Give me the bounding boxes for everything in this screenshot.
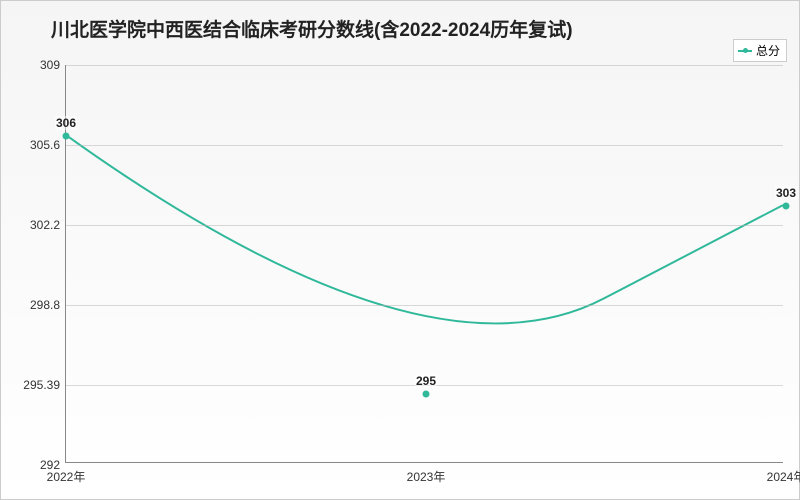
y-axis-tick-label: 302.2	[30, 218, 66, 232]
line-path-layer	[66, 65, 783, 462]
x-axis-tick-label: 2024年	[767, 462, 800, 485]
legend-swatch	[738, 50, 752, 52]
legend-label: 总分	[756, 42, 780, 59]
chart-container: 川北医学院中西医结合临床考研分数线(含2022-2024历年复试) 总分 292…	[0, 0, 800, 500]
series-line	[66, 135, 783, 323]
gridline	[66, 145, 783, 146]
x-axis-tick-label: 2022年	[47, 462, 86, 485]
data-point-marker	[63, 132, 70, 139]
data-point-label: 306	[55, 116, 77, 130]
gridline	[66, 305, 783, 306]
gridline	[66, 65, 783, 66]
plot-area: 292295.39298.8302.2305.63092022年2023年202…	[65, 65, 783, 463]
y-axis-tick-label: 309	[40, 58, 66, 72]
y-axis-tick-label: 298.8	[30, 298, 66, 312]
y-axis-tick-label: 295.39	[23, 378, 66, 392]
legend-dot	[743, 48, 748, 53]
y-axis-tick-label: 305.6	[30, 138, 66, 152]
legend: 总分	[733, 39, 787, 62]
data-point-marker	[423, 391, 430, 398]
chart-title: 川北医学院中西医结合临床考研分数线(含2022-2024历年复试)	[51, 15, 573, 42]
x-axis-tick-label: 2023年	[407, 462, 446, 485]
gridline	[66, 225, 783, 226]
data-point-marker	[783, 203, 790, 210]
data-point-label: 295	[415, 374, 437, 388]
data-point-label: 303	[775, 186, 797, 200]
